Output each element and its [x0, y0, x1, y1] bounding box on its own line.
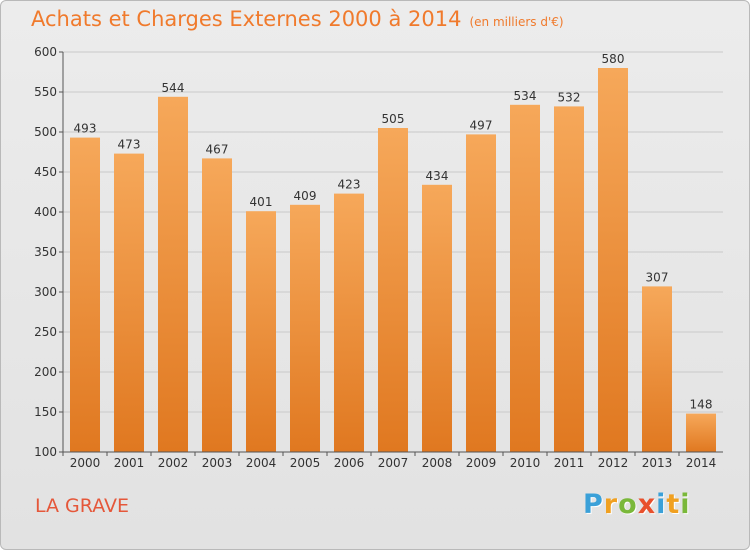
x-tick-labels: 2000 2001 2002 2003 2004 2005 2006 2007 2008 2009… — [62, 452, 717, 470]
logo-letter: x — [637, 489, 657, 520]
x-tick-label: 2011 — [554, 456, 585, 470]
y-tick-label: 200 — [34, 365, 57, 379]
bar — [378, 128, 408, 452]
bar — [554, 106, 584, 453]
chart-title: Achats et Charges Externes 2000 à 2014 (e… — [31, 7, 564, 31]
bar — [334, 193, 364, 452]
y-tick-label: 600 — [34, 45, 57, 59]
bar — [466, 134, 496, 452]
data-label: 467 — [206, 142, 229, 156]
bar — [510, 104, 540, 453]
y-tick-label: 150 — [34, 405, 57, 419]
data-label: 473 — [118, 138, 141, 152]
y-tick-labels: 100 150 200 250 300 350 400 450 500 550 600 — [34, 45, 57, 459]
data-label: 434 — [426, 169, 449, 183]
x-tick-label: 2012 — [598, 456, 629, 470]
data-label: 534 — [514, 89, 537, 103]
x-tick-label: 2003 — [202, 456, 233, 470]
y-tick-label: 250 — [34, 325, 57, 339]
x-tick-label: 2006 — [334, 456, 365, 470]
data-label: 423 — [338, 178, 361, 192]
bar — [598, 68, 628, 452]
y-tick-label: 100 — [34, 445, 57, 459]
data-label: 307 — [646, 270, 669, 284]
x-tick-label: 2007 — [378, 456, 409, 470]
x-tick-label: 2005 — [290, 456, 321, 470]
x-tick-label: 2002 — [158, 456, 189, 470]
axes — [62, 52, 723, 453]
logo-letter: P — [583, 489, 604, 520]
bar — [290, 204, 320, 452]
logo-letter: i — [656, 489, 667, 520]
data-labels: 493 473 544 467 401 409 423 505 434 497 534 532 580 3… — [74, 52, 713, 412]
bar — [422, 184, 452, 453]
x-tick-label: 2000 — [70, 456, 101, 470]
y-tick-label: 300 — [34, 285, 57, 299]
bar — [642, 286, 672, 452]
x-tick-label: 2008 — [422, 456, 453, 470]
data-label: 532 — [558, 90, 581, 104]
logo-letter: o — [618, 489, 638, 520]
logo-letter: t — [666, 489, 681, 520]
data-label: 580 — [602, 52, 625, 66]
chart-title-unit: (en milliers d'€) — [469, 15, 564, 29]
bar — [246, 211, 276, 452]
data-label: 497 — [470, 118, 493, 132]
data-label: 409 — [294, 189, 317, 203]
place-label: LA GRAVE — [35, 495, 129, 517]
logo-letter: i — [680, 489, 691, 520]
bars — [70, 68, 716, 453]
data-label: 401 — [250, 195, 273, 209]
bar — [114, 153, 144, 452]
x-tick-label: 2014 — [686, 456, 717, 470]
bar — [70, 137, 100, 452]
chart-title-main: Achats et Charges Externes 2000 à 2014 — [31, 7, 462, 31]
logo-letter: r — [603, 489, 619, 520]
proxiti-logo: Proxiti — [583, 489, 691, 520]
y-tick-label: 450 — [34, 165, 57, 179]
x-tick-label: 2010 — [510, 456, 541, 470]
y-tick-label: 400 — [34, 205, 57, 219]
data-label: 544 — [162, 81, 185, 95]
bar — [202, 158, 232, 452]
bar — [158, 96, 188, 453]
data-label: 505 — [382, 112, 405, 126]
y-tick-label: 350 — [34, 245, 57, 259]
data-label: 493 — [74, 122, 97, 136]
x-tick-label: 2004 — [246, 456, 277, 470]
x-tick-label: 2013 — [642, 456, 673, 470]
x-tick-label: 2009 — [466, 456, 497, 470]
y-tick-label: 500 — [34, 125, 57, 139]
y-tick-label: 550 — [34, 85, 57, 99]
data-label: 148 — [690, 398, 713, 412]
bar — [686, 413, 716, 452]
x-tick-label: 2001 — [114, 456, 145, 470]
